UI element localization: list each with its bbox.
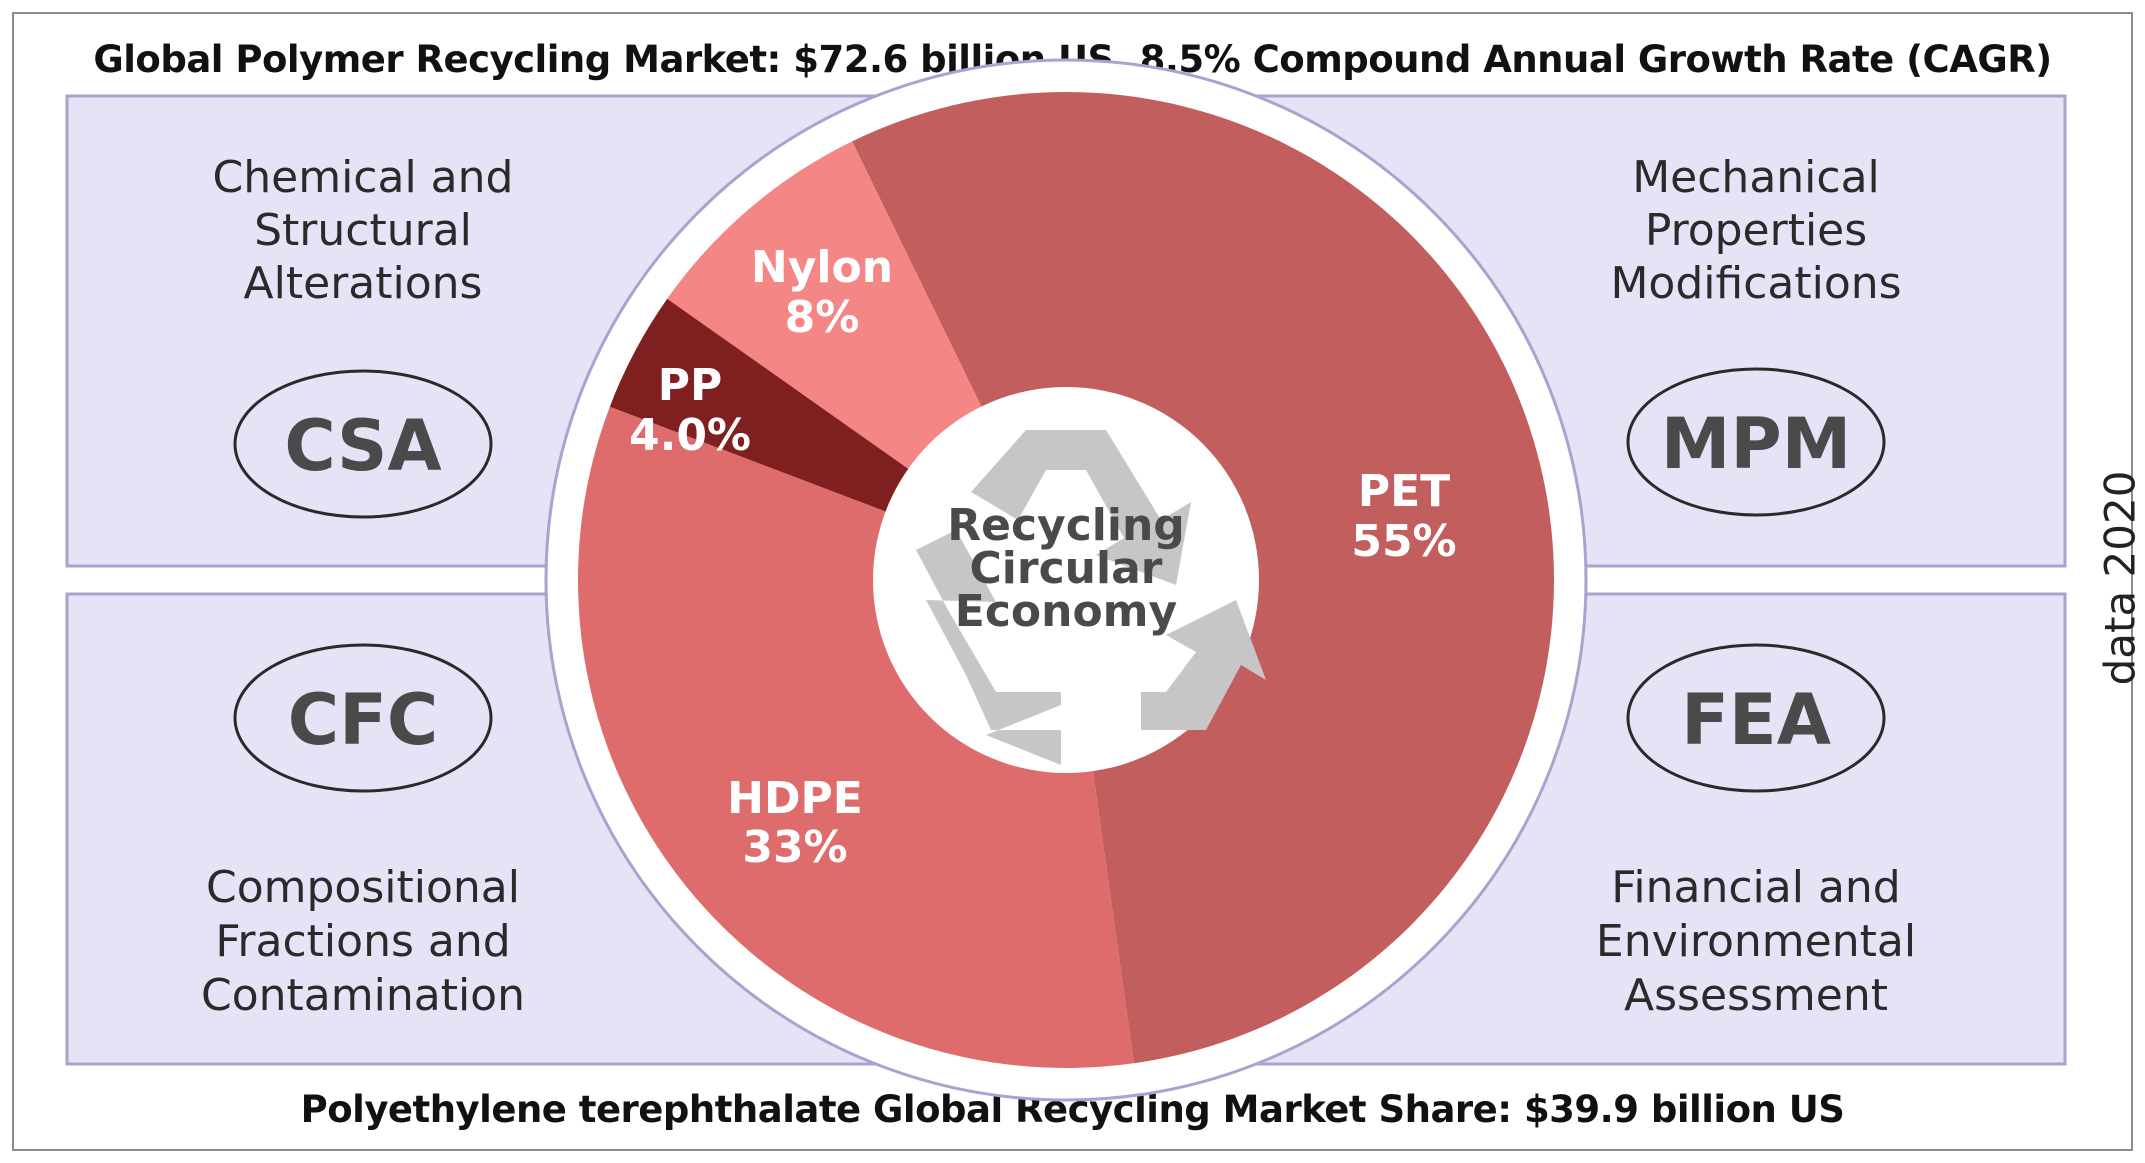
fea-description-line-3: Assessment [1624, 970, 1888, 1021]
cfc-description-line-2: Fractions and [215, 916, 510, 967]
csa-abbr: CSA [284, 405, 441, 487]
cfc-ellipse [233, 643, 493, 793]
csa-ellipse [233, 369, 493, 519]
slice-label-pp-name: PP [658, 360, 723, 411]
cfc-description-line-1: Compositional [206, 862, 520, 913]
slice-labels: PET 55% HDPE 33% PP 4.0% Nylon 8% [629, 242, 1457, 873]
mpm-ellipse [1626, 367, 1886, 517]
recycle-icon [916, 430, 1266, 765]
slice-label-nylon-value: 8% [785, 292, 860, 343]
mpm-description-line-2: Properties [1645, 205, 1867, 256]
mpm-abbr: MPM [1661, 403, 1852, 485]
csa-description-line-1: Chemical and [213, 152, 514, 203]
mpm-description-line-1: Mechanical [1632, 152, 1880, 203]
center-text-line-1: Recycling [947, 500, 1185, 551]
cfc-description-line-3: Contamination [201, 970, 525, 1021]
csa-description-line-2: Structural [254, 205, 472, 256]
fea-description-line-1: Financial and [1611, 862, 1900, 913]
csa-description-line-3: Alterations [244, 258, 483, 309]
slice-label-hdpe-name: HDPE [727, 773, 863, 824]
fea-abbr: FEA [1681, 679, 1831, 761]
slice-label-pet-value: 55% [1351, 516, 1456, 567]
slice-label-hdpe-value: 33% [742, 822, 847, 873]
slice-label-nylon-name: Nylon [751, 242, 893, 293]
mpm-description-line-3: Modifications [1610, 258, 1901, 309]
figure-frame [12, 12, 2133, 1151]
slice-label-pp-value: 4.0% [629, 410, 751, 461]
center-text-line-2: Circular [970, 543, 1163, 594]
fea-ellipse [1626, 643, 1886, 793]
center-text-line-3: Economy [955, 586, 1177, 637]
fea-description-line-2: Environmental [1596, 916, 1916, 967]
slice-label-pet-name: PET [1358, 466, 1450, 517]
cfc-abbr: CFC [288, 679, 439, 761]
